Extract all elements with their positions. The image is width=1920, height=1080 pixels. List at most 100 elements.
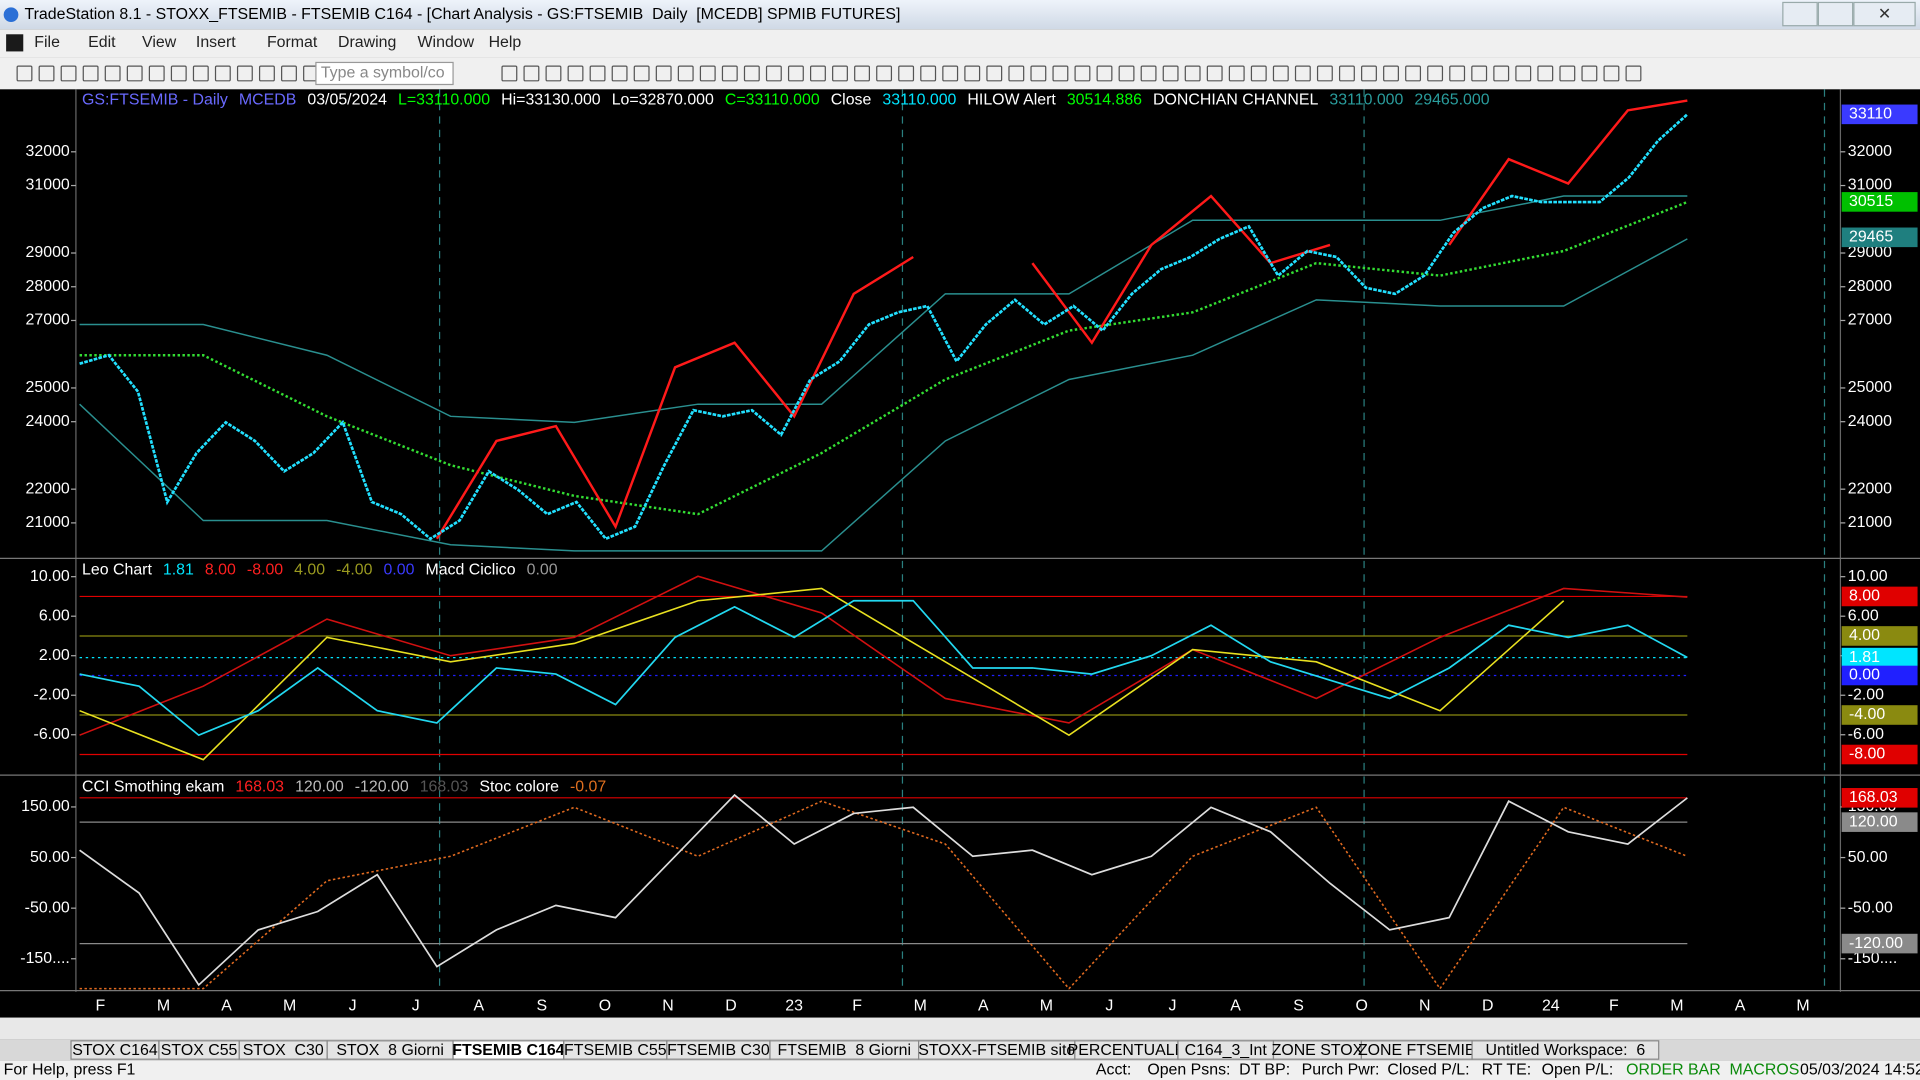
- header-item: 168.03: [420, 779, 469, 796]
- maximize-button[interactable]: [1817, 1, 1854, 27]
- tool-button[interactable]: [942, 65, 959, 82]
- tool-button[interactable]: [1603, 65, 1620, 82]
- menu-item[interactable]: View: [142, 34, 177, 51]
- tool-button[interactable]: [1515, 65, 1532, 82]
- plots: 32000 32000 31000 31000 29000 29000 28000 28000…: [20, 92, 1918, 1015]
- tool-button[interactable]: [148, 65, 165, 82]
- tool-button[interactable]: [1427, 65, 1444, 82]
- horizontal-scrollbar[interactable]: [0, 1017, 1920, 1040]
- x-tick-label: J: [349, 998, 357, 1015]
- tool-button[interactable]: [1383, 65, 1399, 82]
- tool-button[interactable]: [567, 65, 584, 82]
- cycle-red: [79, 575, 1688, 736]
- tool-button[interactable]: [810, 65, 826, 82]
- menu-item[interactable]: Drawing: [338, 34, 396, 51]
- tool-button[interactable]: [1338, 65, 1355, 82]
- tool-button[interactable]: [743, 65, 760, 82]
- tool-button[interactable]: [920, 65, 937, 82]
- header-item: Close: [831, 92, 872, 109]
- tool-button[interactable]: [1559, 65, 1576, 82]
- tool-button[interactable]: [1206, 65, 1223, 82]
- tool-button[interactable]: [214, 65, 231, 82]
- tool-button[interactable]: [854, 65, 870, 82]
- tool-button[interactable]: [1074, 65, 1091, 82]
- tool-button[interactable]: [170, 65, 187, 82]
- tool-button[interactable]: [1008, 65, 1025, 82]
- tool-button[interactable]: [611, 65, 628, 82]
- panel-header: GS:FTSEMIB - Daily MCEDB 03/05/2024 L=33110…: [82, 92, 1490, 109]
- tool-button[interactable]: [677, 65, 694, 82]
- menu-item[interactable]: Window: [418, 34, 475, 51]
- tool-button[interactable]: [589, 65, 606, 82]
- tool-button[interactable]: [898, 65, 915, 82]
- x-tick-label: S: [537, 998, 548, 1015]
- tool-button[interactable]: [281, 65, 297, 82]
- tool-button[interactable]: [16, 65, 33, 82]
- tool-button[interactable]: [1118, 65, 1135, 82]
- tool-button[interactable]: [721, 65, 738, 82]
- tool-button[interactable]: [1294, 65, 1311, 82]
- menu-item[interactable]: File: [34, 34, 60, 51]
- tool-button[interactable]: [986, 65, 1003, 82]
- menu-item[interactable]: Format: [267, 34, 318, 51]
- tool-button[interactable]: [1272, 65, 1289, 82]
- tool-button[interactable]: [1250, 65, 1267, 82]
- header-item: 0.00: [383, 562, 414, 579]
- tool-button[interactable]: [1493, 65, 1510, 82]
- tool-button[interactable]: [765, 65, 782, 82]
- tool-button[interactable]: [192, 65, 209, 82]
- menu-item[interactable]: Insert: [196, 34, 236, 51]
- tab-label: STOXX-FTSEMIB sito: [918, 1042, 1075, 1059]
- tool-button[interactable]: [1096, 65, 1113, 82]
- tab-label: ZONE FTSEMIB: [1358, 1042, 1476, 1059]
- tool-button[interactable]: [104, 65, 121, 82]
- donchian-lower: [79, 238, 1688, 552]
- tool-button[interactable]: [82, 65, 99, 82]
- y-tick-label: 28000: [1848, 278, 1892, 295]
- tool-button[interactable]: [633, 65, 650, 82]
- status-field: Purch Pwr:: [1302, 1061, 1380, 1078]
- tool-button[interactable]: [1581, 65, 1598, 82]
- tool-button[interactable]: [1228, 65, 1245, 82]
- tool-button[interactable]: [545, 65, 562, 82]
- y-tick-label: 32000: [1848, 143, 1892, 160]
- tool-button[interactable]: [655, 65, 672, 82]
- y-tick-label: 50.00: [30, 849, 70, 866]
- tool-button[interactable]: [1030, 65, 1047, 82]
- window-title: TradeStation 8.1 - STOXX_FTSEMIB - FTSEM…: [24, 6, 900, 23]
- tool-button[interactable]: [1316, 65, 1333, 82]
- tool-button[interactable]: [1162, 65, 1179, 82]
- y-tick-label: 27000: [1848, 312, 1892, 329]
- tool-button[interactable]: [38, 65, 55, 82]
- tool-button[interactable]: [787, 65, 804, 82]
- tool-button[interactable]: [964, 65, 981, 82]
- tool-button[interactable]: [1625, 65, 1642, 82]
- x-tick-label: D: [1482, 998, 1494, 1015]
- tool-button[interactable]: [1449, 65, 1466, 82]
- close-button[interactable]: [1853, 1, 1916, 27]
- y-tick-label: 29000: [1848, 244, 1892, 261]
- tool-button[interactable]: [1471, 65, 1488, 82]
- tool-button[interactable]: [501, 65, 518, 82]
- tool-button[interactable]: [126, 65, 143, 82]
- header-item: 4.00: [294, 562, 325, 579]
- tool-button[interactable]: [1361, 65, 1377, 82]
- badge-label: 29465: [1849, 229, 1893, 246]
- tool-button[interactable]: [832, 65, 848, 82]
- tool-button[interactable]: [876, 65, 893, 82]
- tool-button[interactable]: [1405, 65, 1422, 82]
- tool-button[interactable]: [236, 65, 253, 82]
- tool-button[interactable]: [1537, 65, 1554, 82]
- tool-button[interactable]: [60, 65, 77, 82]
- tool-button[interactable]: [523, 65, 540, 82]
- symbol-input[interactable]: [315, 61, 454, 86]
- minimize-button[interactable]: [1782, 1, 1818, 27]
- tool-button[interactable]: [258, 65, 275, 82]
- workspace-tab[interactable]: [1471, 1040, 1660, 1060]
- tool-button[interactable]: [699, 65, 716, 82]
- menu-item[interactable]: Help: [489, 34, 522, 51]
- menu-item[interactable]: Edit: [88, 34, 116, 51]
- tool-button[interactable]: [1184, 65, 1201, 82]
- tool-button[interactable]: [1140, 65, 1157, 82]
- tool-button[interactable]: [1052, 65, 1069, 82]
